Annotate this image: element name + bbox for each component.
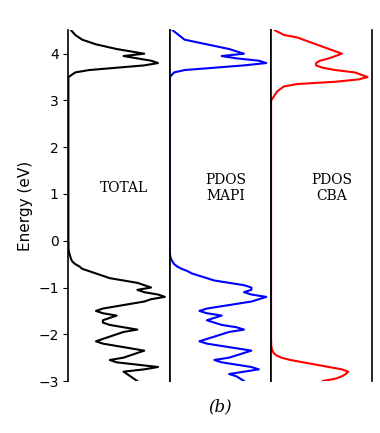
Text: (b): (b) — [209, 399, 232, 416]
Y-axis label: Energy (eV): Energy (eV) — [17, 161, 33, 251]
Text: PDOS
CBA: PDOS CBA — [311, 173, 352, 203]
Text: TOTAL: TOTAL — [100, 181, 148, 195]
Text: PDOS
MAPI: PDOS MAPI — [205, 173, 246, 203]
